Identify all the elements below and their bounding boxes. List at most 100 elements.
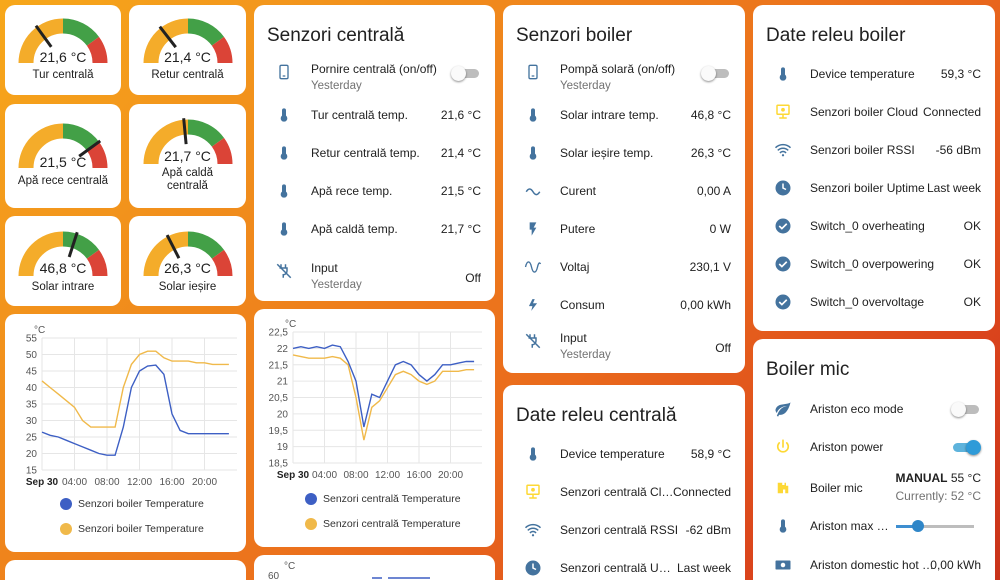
row-senzori-central-rssi[interactable]: Senzori centrală RSSI -62 dBm <box>503 511 745 549</box>
series-line-0[interactable] <box>292 344 475 428</box>
row-label: Senzori centrală Upti… <box>560 561 675 575</box>
history-graph-centrala[interactable]: °C 22,5 22 21,5 21 20,5 20 19,5 19 18,5 Sep 30 04:0… <box>254 309 495 547</box>
series-line-1[interactable] <box>41 350 229 428</box>
y-tick-label: 55 <box>26 334 38 345</box>
legend-item[interactable]: Senzori centrală Temperature <box>305 493 461 505</box>
row-pornire-central-on-off-[interactable]: Pornire centrală (on/off) Yesterday <box>254 58 495 102</box>
row-water-heater[interactable]: Boiler mic MANUAL 55 °C Currently: 52 °C <box>753 467 995 509</box>
power-toggle[interactable] <box>951 440 981 455</box>
gauge-segment <box>18 231 64 277</box>
row-eco-mode[interactable]: Ariston eco mode <box>753 390 995 428</box>
x-tick-label: 04:00 <box>312 470 337 481</box>
row-power[interactable]: Ariston power <box>753 428 995 466</box>
cloud-monitor-icon <box>773 102 793 122</box>
history-graph-boiler[interactable]: °C 55 50 45 40 35 30 25 20 15 Sep 30 04:00 08:00 12:0… <box>5 314 246 552</box>
row-solar-ie-ire-temp-[interactable]: Solar ieșire temp. 26,3 °C <box>503 134 745 172</box>
series-line-1[interactable] <box>292 354 475 441</box>
power-plug-off-icon <box>274 261 294 281</box>
x-tick-label: 16:00 <box>159 477 184 488</box>
row-input[interactable]: Input Yesterday Off <box>503 327 745 371</box>
row-curent[interactable]: Curent 0,00 A <box>503 172 745 210</box>
gauge-card-retur-centrala[interactable]: 21,4 °C Retur centrală <box>129 5 246 95</box>
legend-item[interactable]: Senzori boiler Temperature <box>60 498 204 510</box>
eco-mode-toggle[interactable] <box>951 402 981 417</box>
y-tick-label: 19 <box>277 442 289 453</box>
row-senzori-boiler-cloud[interactable]: Senzori boiler Cloud Connected <box>753 93 995 131</box>
row-ap-rece-temp-[interactable]: Apă rece temp. 21,5 °C <box>254 172 495 210</box>
row-senzori-central-cloud[interactable]: Senzori centrală Cloud Connected <box>503 473 745 511</box>
date-releu-boiler-card: Date releu boiler Device temperature 59,3… <box>753 5 995 331</box>
y-tick-label: 20 <box>26 449 38 460</box>
row-input[interactable]: Input Yesterday Off <box>254 257 495 301</box>
row-value: 21,4 °C <box>440 146 481 160</box>
legend-item[interactable]: Senzori centrală Temperature <box>305 518 461 530</box>
thermometer-icon <box>274 143 294 163</box>
gauge-card-solar-iesire[interactable]: 26,3 °C Solar ieșire <box>129 216 246 306</box>
row-label: Device temperature <box>560 447 665 461</box>
row-switch-0-overheating[interactable]: Switch_0 overheating OK <box>753 207 995 245</box>
row-senzori-boiler-uptime[interactable]: Senzori boiler Uptime Last week <box>753 169 995 207</box>
legend-label: Senzori boiler Temperature <box>78 498 204 510</box>
x-tick-label: 20:00 <box>192 477 217 488</box>
row-ap-cald-temp-[interactable]: Apă caldă temp. 21,7 °C <box>254 210 495 248</box>
row-retur-central-temp-[interactable]: Retur centrală temp. 21,4 °C <box>254 134 495 172</box>
row-secondary: Yesterday <box>311 279 362 291</box>
row-value: 21,5 °C <box>440 184 481 198</box>
card-title: Date releu centrală <box>516 405 677 426</box>
gauge-segment <box>187 18 224 47</box>
legend-item[interactable]: Senzori boiler Temperature <box>60 523 204 535</box>
row-senzori-boiler-rssi[interactable]: Senzori boiler RSSI -56 dBm <box>753 131 995 169</box>
row-value: Connected <box>922 105 981 119</box>
row-putere[interactable]: Putere 0 W <box>503 210 745 248</box>
row-senzori-central-upti-[interactable]: Senzori centrală Upti… Last week <box>503 549 745 580</box>
row-consum[interactable]: Consum 0,00 kWh <box>503 286 745 324</box>
gauge-card-solar-intrare[interactable]: 46,8 °C Solar intrare <box>5 216 121 306</box>
y-tick-label: 30 <box>26 416 38 427</box>
row-device-temperature[interactable]: Device temperature 58,9 °C <box>503 435 745 473</box>
row-device-temperature[interactable]: Device temperature 59,3 °C <box>753 55 995 93</box>
row-value: 0 W <box>709 222 731 236</box>
row-domestic-hot[interactable]: Ariston domestic hot … 0,00 kWh <box>753 546 995 580</box>
gauge-segment <box>143 18 188 64</box>
gauge-card-tur-centrala[interactable]: 21,6 °C Tur centrală <box>5 5 121 95</box>
gauge-segment <box>18 18 64 64</box>
row-label: Senzori boiler Cloud <box>810 105 919 119</box>
thermometer-icon <box>274 105 294 125</box>
row-toggle[interactable] <box>701 66 731 81</box>
gauge-dial <box>143 18 232 64</box>
x-tick-label: Sep 30 <box>277 470 310 481</box>
row-label: Senzori boiler Uptime <box>810 181 925 195</box>
x-tick-label: 12:00 <box>127 477 152 488</box>
row-label: Input <box>560 331 587 345</box>
series-line-0[interactable] <box>41 364 229 456</box>
legend-dot <box>60 498 72 510</box>
gauge-card-apa-calda[interactable]: 21,7 °C Apă caldă centrală <box>129 104 246 208</box>
row-max-temp[interactable]: Ariston max … <box>753 507 995 545</box>
row-value: 230,1 V <box>689 260 731 274</box>
row-toggle[interactable] <box>451 66 481 81</box>
row-value: Last week <box>926 181 981 195</box>
heater-target: 55 °C <box>950 471 981 485</box>
card-title: Senzori boiler <box>516 25 633 46</box>
max-temp-slider[interactable] <box>896 520 974 532</box>
row-solar-intrare-temp-[interactable]: Solar intrare temp. 46,8 °C <box>503 96 745 134</box>
row-switch-0-overpowering[interactable]: Switch_0 overpowering OK <box>753 245 995 283</box>
y-tick-label: 21 <box>277 377 289 388</box>
slider-knob[interactable] <box>911 520 924 532</box>
row-voltaj[interactable]: Voltaj 230,1 V <box>503 248 745 286</box>
row-tur-central-temp-[interactable]: Tur centrală temp. 21,6 °C <box>254 96 495 134</box>
gauge-dial <box>143 231 232 277</box>
gauge-value: 26,3 °C <box>164 260 211 276</box>
legend-dot <box>305 518 317 530</box>
row-value: Off <box>465 271 481 285</box>
gauge-card-apa-rece[interactable]: 21,5 °C Apă rece centrală <box>5 104 121 208</box>
card-title: Senzori centrală <box>267 25 405 46</box>
gauge-segment <box>86 36 108 64</box>
x-tick-label: 20:00 <box>438 470 463 481</box>
y-tick-label: 40 <box>26 383 38 394</box>
row-label: Input <box>311 261 338 275</box>
gauge-segment <box>62 231 99 260</box>
x-tick-label: 16:00 <box>406 470 431 481</box>
row-switch-0-overvoltage[interactable]: Switch_0 overvoltage OK <box>753 283 995 321</box>
row-pomp-solar-on-off-[interactable]: Pompă solară (on/off) Yesterday <box>503 58 745 102</box>
